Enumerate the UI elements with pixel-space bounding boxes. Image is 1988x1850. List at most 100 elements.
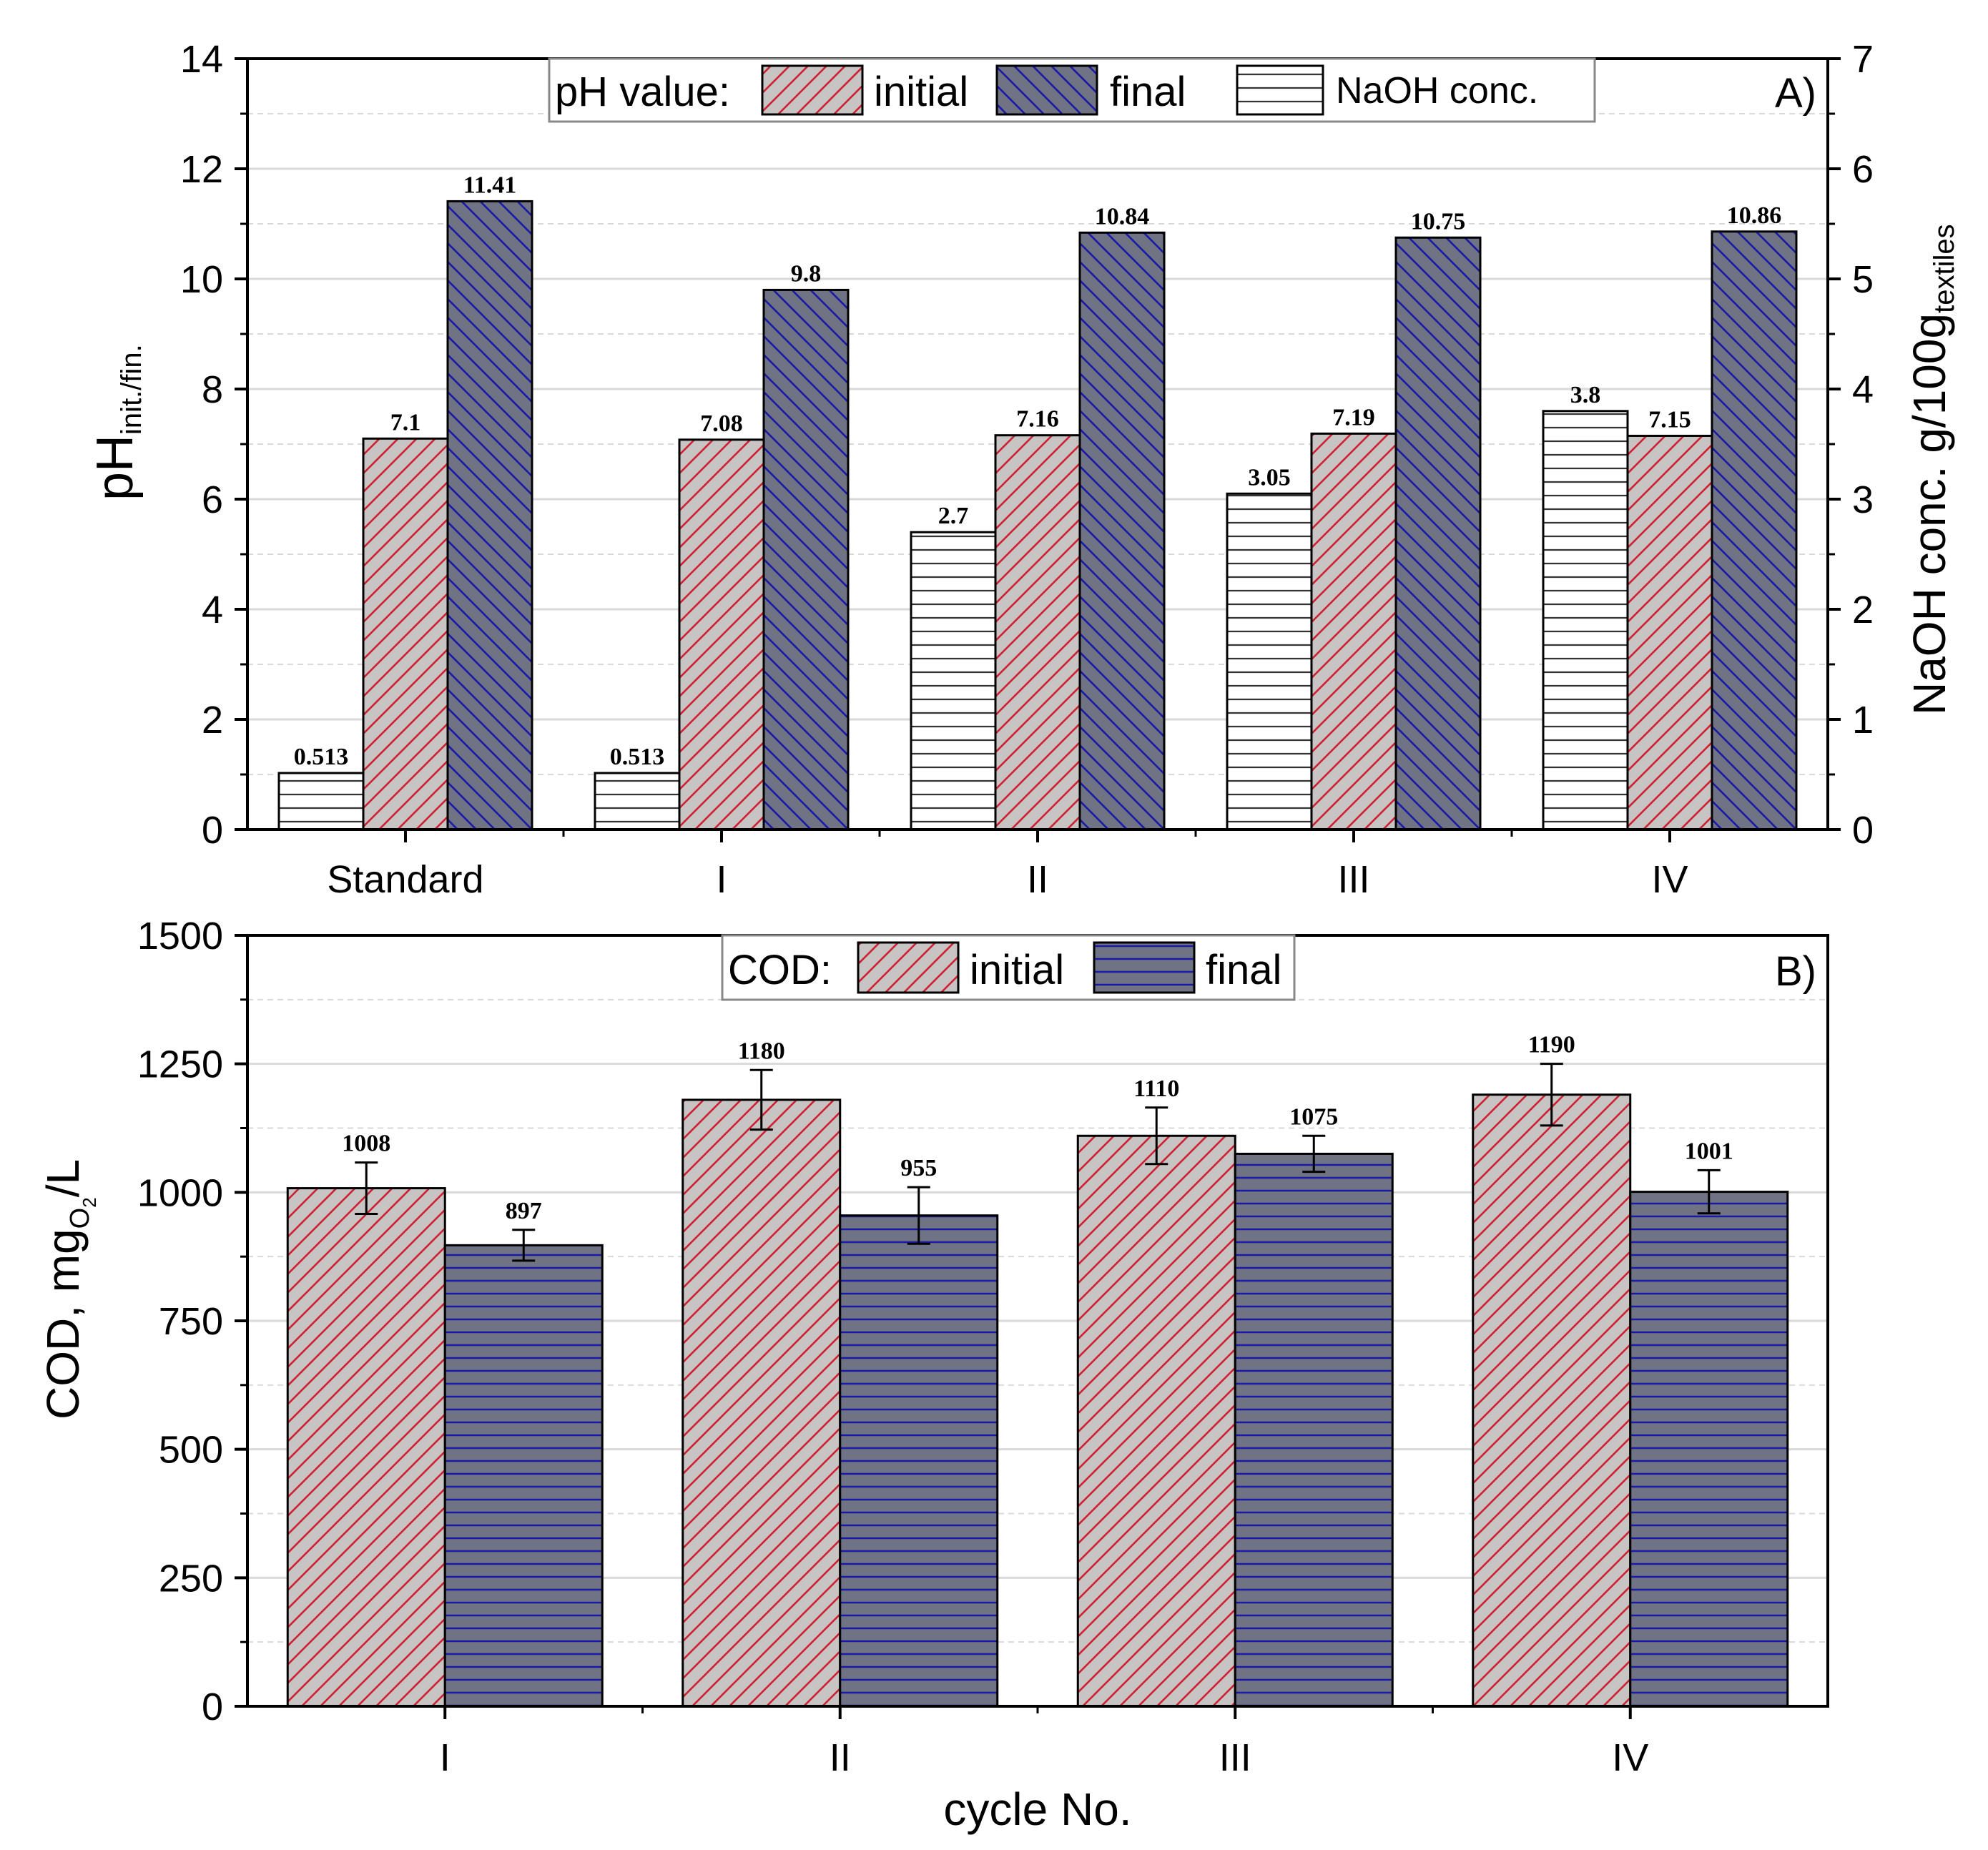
bar-label-naoh-conc-iii: 3.05 (1248, 464, 1291, 491)
legend-swatch-final (995, 64, 1098, 116)
y-tick-label: 8 (202, 368, 223, 411)
x-tick-label-iii: III (1337, 858, 1369, 901)
bar-cod-final-iv (1629, 1191, 1789, 1708)
y-tick-label: 2 (202, 699, 223, 742)
y2-tick-label: 3 (1852, 478, 1874, 521)
bar-label-initial-ii: 7.16 (1016, 406, 1059, 433)
y-tick-label: 750 (159, 1300, 223, 1343)
bar-label-cod-initial-iv: 1190 (1528, 1032, 1575, 1058)
y-tick-label: 1250 (137, 1043, 223, 1086)
error-bar-final-iv (1697, 1168, 1721, 1215)
y-tick-label: 0 (202, 809, 223, 852)
bar-label-cod-initial-i: 1008 (342, 1131, 390, 1157)
y2-tick-label: 6 (1852, 148, 1874, 191)
legend-swatch-cod-initial (857, 941, 960, 994)
bar-label-final-standard: 11.41 (463, 172, 517, 198)
panel-b-legend-box (721, 934, 1296, 1001)
y2-tick-label: 2 (1852, 589, 1874, 631)
x-tick-label-i: I (716, 858, 727, 901)
bar-final-ii (1078, 231, 1166, 831)
bar-naoh-conc-iv (1542, 410, 1629, 831)
y2-tick-label: 1 (1852, 699, 1874, 742)
y-tick-label: 1000 (137, 1171, 223, 1214)
bar-label-final-ii: 10.84 (1095, 203, 1150, 230)
panel-a-y2-axis-title: NaOH conc. g/100gtextiles (1904, 224, 1960, 715)
panel-b-bars (286, 1093, 1789, 1708)
legend-label-final: final (1110, 69, 1186, 115)
bar-final-iv (1711, 230, 1798, 831)
bar-initial-iv (1626, 434, 1713, 831)
y2-tick-label: 4 (1852, 368, 1874, 411)
x-tick-label-iv: IV (1651, 858, 1688, 901)
y2-tick-label: 7 (1852, 38, 1874, 81)
bar-label-initial-standard: 7.1 (390, 409, 421, 436)
bar-label-initial-iv: 7.15 (1648, 406, 1691, 433)
y2-tick-label: 5 (1852, 258, 1874, 301)
bar-naoh-conc-i (594, 772, 681, 831)
error-bar-initial-iv (1540, 1063, 1563, 1127)
bar-final-i (762, 288, 850, 831)
panel-b-legend: COD: initial final (721, 934, 1296, 1001)
x-tick-label-standard: Standard (327, 858, 483, 901)
panel-b-tag: B) (1775, 948, 1816, 995)
x-tick-label-ii: II (830, 1736, 851, 1779)
x-tick-label-ii: II (1027, 858, 1048, 901)
legend-label-naoh: NaOH conc. (1336, 70, 1538, 112)
y-tick-label: 10 (180, 258, 223, 301)
panel-b-y-axis-title: COD, mgO2/L (37, 1159, 100, 1420)
panel-a-tag: A) (1775, 70, 1816, 117)
panel-a-legend: pH value: initial final NaOH conc. (548, 57, 1596, 123)
bar-cod-final-i (443, 1244, 604, 1708)
error-bar-final-iii (1302, 1134, 1326, 1174)
panel-a-legend-title: pH value: (555, 69, 730, 115)
bar-label-cod-final-ii: 955 (900, 1155, 937, 1181)
y2-tick-label: 0 (1852, 809, 1874, 852)
panel-a-bar-labels: 0.513 7.1 11.41 0.513 7.08 9.8 2.7 7.16 10.84 3.0… (294, 172, 1782, 770)
panel-a-bars (277, 200, 1798, 831)
legend-swatch-initial (761, 64, 864, 116)
bar-label-final-iv: 10.86 (1727, 202, 1782, 229)
y-tick-label: 250 (159, 1557, 223, 1600)
bar-label-naoh-conc-iv: 3.8 (1570, 382, 1601, 408)
panel-a-y-axis-title: pHinit./fin. (87, 344, 147, 501)
bar-label-naoh-conc-ii: 2.7 (938, 503, 969, 529)
y-tick-label: 14 (180, 38, 223, 81)
bar-final-standard (446, 200, 533, 831)
bar-label-cod-final-iv: 1001 (1685, 1138, 1733, 1164)
bar-naoh-conc-ii (910, 531, 997, 831)
bar-label-initial-iii: 7.19 (1332, 404, 1375, 430)
error-bar-final-i (512, 1229, 536, 1262)
panel-b-bar-labels: 1008 897 1180 955 1110 1075 1190 1001 (342, 1032, 1733, 1262)
bar-label-cod-initial-ii: 1180 (738, 1038, 785, 1064)
bar-label-final-iii: 10.75 (1411, 208, 1466, 235)
legend-label-cod-final: final (1206, 947, 1281, 993)
y-tick-label: 500 (159, 1429, 223, 1472)
panel-b-x-axis-title: cycle No. (943, 1783, 1131, 1835)
y-tick-label: 1500 (137, 915, 223, 958)
bar-initial-iii (1310, 432, 1397, 831)
error-bar-initial-iii (1145, 1106, 1168, 1166)
y-tick-label: 6 (202, 478, 223, 521)
bar-cod-final-iii (1234, 1152, 1394, 1708)
error-bar-final-ii (907, 1186, 930, 1245)
bar-initial-i (678, 438, 765, 831)
y-tick-label: 4 (202, 589, 223, 631)
x-tick-label-iii: III (1219, 1736, 1251, 1779)
bar-label-naoh-conc-i: 0.513 (610, 744, 665, 770)
error-bar-initial-i (355, 1161, 378, 1216)
bar-label-naoh-conc-standard: 0.513 (294, 744, 349, 770)
y-tick-label: 0 (202, 1686, 223, 1728)
bar-naoh-conc-standard (277, 772, 365, 831)
bar-label-final-i: 9.8 (791, 260, 822, 287)
bar-initial-standard (362, 437, 449, 831)
bar-initial-ii (994, 434, 1081, 831)
legend-swatch-cod-final (1093, 941, 1196, 994)
bar-label-cod-initial-iii: 1110 (1133, 1076, 1179, 1102)
bar-cod-initial-i (286, 1187, 446, 1708)
bar-naoh-conc-iii (1226, 492, 1313, 831)
bar-cod-initial-iv (1472, 1093, 1632, 1708)
